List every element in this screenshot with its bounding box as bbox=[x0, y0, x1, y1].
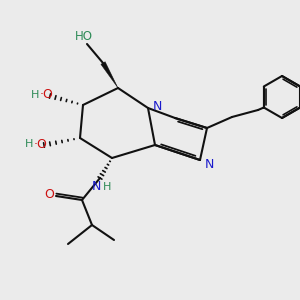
Text: H: H bbox=[25, 139, 33, 149]
Text: ·O: ·O bbox=[40, 88, 54, 101]
Polygon shape bbox=[101, 62, 118, 88]
Text: H: H bbox=[31, 90, 39, 100]
Text: H: H bbox=[103, 182, 111, 192]
Text: ·O: ·O bbox=[34, 137, 48, 151]
Text: O: O bbox=[44, 188, 54, 202]
Text: N: N bbox=[204, 158, 214, 170]
Text: N: N bbox=[152, 100, 162, 113]
Text: HO: HO bbox=[75, 29, 93, 43]
Text: N: N bbox=[91, 179, 101, 193]
